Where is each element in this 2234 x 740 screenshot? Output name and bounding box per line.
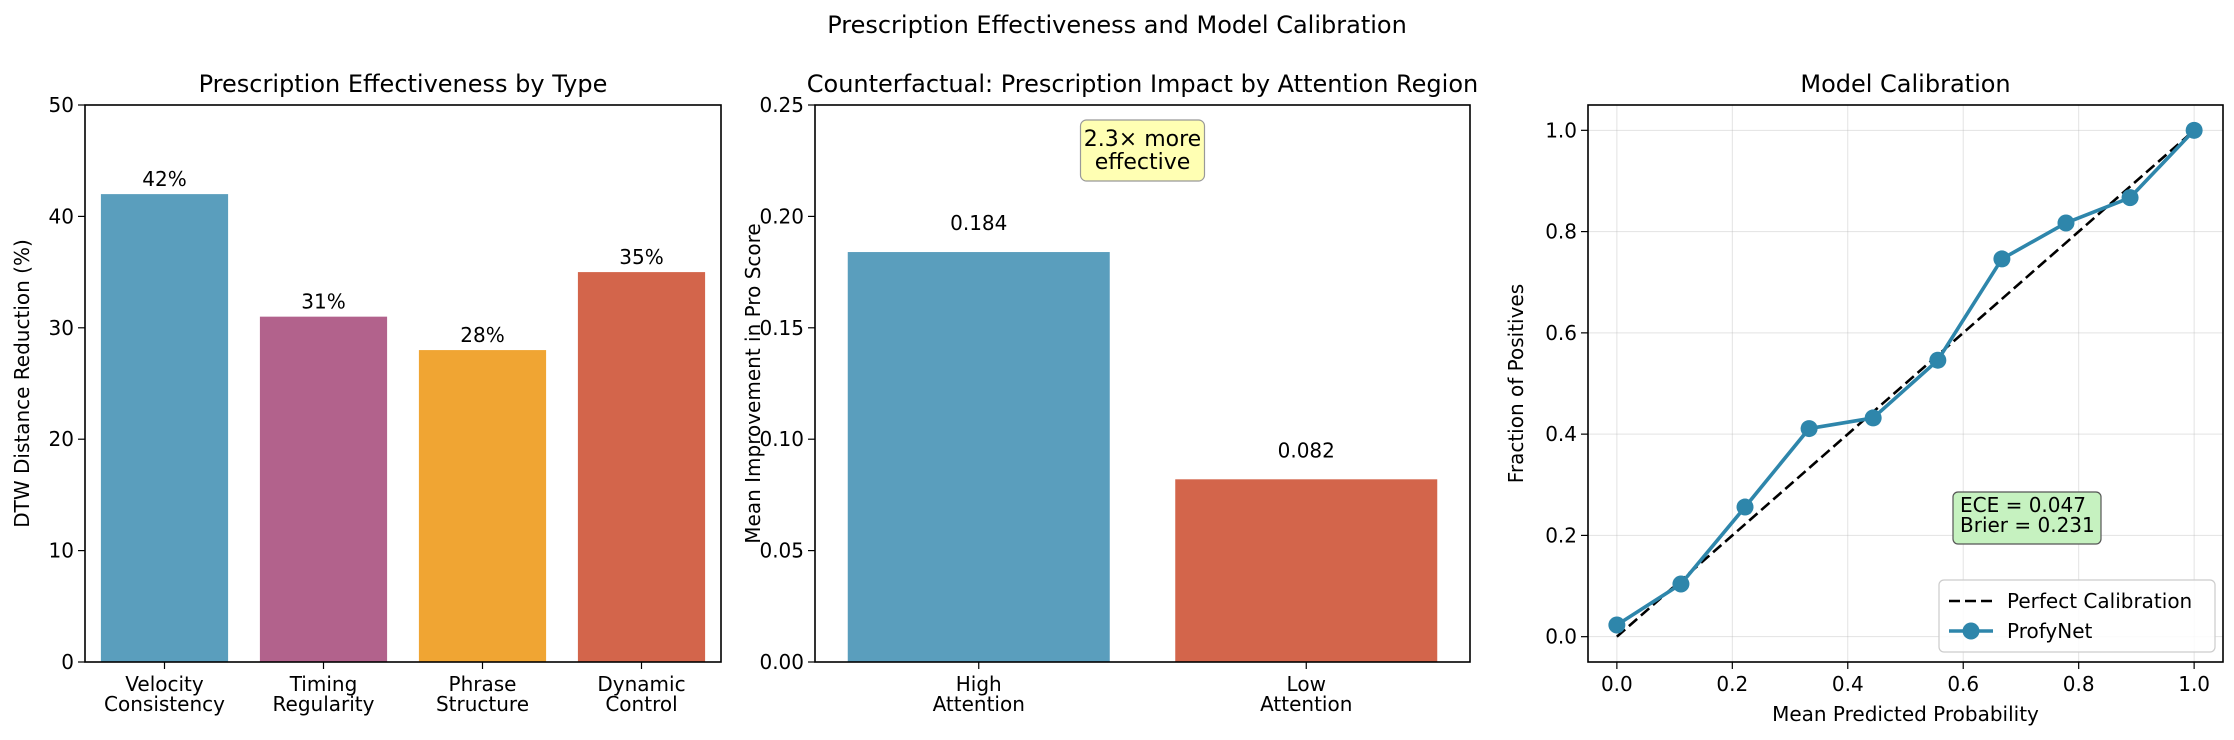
y-axis-label: Mean Improvement in Pro Score: [741, 223, 765, 543]
bar: [259, 316, 388, 662]
data-point: [1864, 409, 1882, 427]
x-tick-label: 0.0: [1601, 672, 1633, 696]
x-tick-label: Low Attention: [1260, 672, 1352, 716]
legend-marker: [1962, 622, 1980, 640]
series-line-profynet: [1615, 129, 2196, 627]
y-tick-label: 0.4: [1545, 422, 1577, 446]
bar-value-label: 28%: [460, 323, 504, 347]
y-tick-label: 0.25: [759, 93, 804, 117]
x-tick-label: Phrase Structure: [436, 672, 529, 716]
y-tick-label: 0.05: [759, 539, 804, 563]
data-point: [1736, 498, 1754, 516]
bar-value-label: 0.082: [1278, 438, 1335, 462]
bar: [847, 252, 1110, 662]
data-point: [2185, 121, 2203, 139]
x-tick-label: 0.4: [1832, 672, 1864, 696]
data-point: [1672, 575, 1690, 593]
bar: [418, 350, 547, 662]
plot-frame: [1587, 104, 2224, 663]
chart-prescription-effectiveness: Prescription Effectiveness by Type 42% Vel…: [10, 70, 722, 716]
y-axis-label: DTW Distance Reduction (%): [10, 239, 34, 528]
x-tick-label: Dynamic Control: [597, 672, 685, 716]
plot-frame: [84, 104, 722, 663]
bar-value-label: 31%: [301, 290, 345, 314]
chart-counterfactual-impact: Counterfactual: Prescription Impact by A…: [741, 70, 1478, 716]
annotation-text: 2.3× more effective: [1084, 127, 1201, 175]
legend-label: ProfyNet: [2007, 619, 2093, 643]
data-point: [2057, 214, 2075, 232]
y-tick-label: 40: [49, 204, 74, 228]
data-point: [1993, 250, 2011, 268]
y-tick-label: 20: [49, 427, 74, 451]
y-tick-label: 10: [49, 539, 74, 563]
y-tick-label: 0.15: [759, 316, 804, 340]
data-point: [1929, 351, 1947, 369]
annotation-box: [1079, 119, 1206, 182]
chart-title: Model Calibration: [1800, 70, 2010, 98]
bar: [100, 194, 229, 662]
y-tick-label: 50: [49, 93, 74, 117]
chart-model-calibration: Model Calibration 0.0 0.2 0.4 0.6 0.8 1.0 0.0 0.…: [1504, 70, 2224, 726]
data-point: [1608, 616, 1626, 634]
annotation-text: ECE = 0.047 Brier = 0.231: [1960, 493, 2095, 537]
y-tick-label: 0.20: [759, 204, 804, 228]
bar-value-label: 42%: [142, 167, 186, 191]
bar-value-label: 0.184: [950, 211, 1007, 235]
y-tick-label: 0.8: [1545, 220, 1577, 244]
x-tick-label: 1.0: [2178, 672, 2210, 696]
y-tick-label: 30: [49, 316, 74, 340]
x-tick-label: 0.2: [1716, 672, 1748, 696]
y-tick-label: 0.00: [759, 650, 804, 674]
y-tick-label: 0.2: [1545, 523, 1577, 547]
x-tick-label: 0.6: [1947, 672, 1979, 696]
chart-title: Prescription Effectiveness by Type: [199, 70, 608, 98]
y-tick-label: 0.6: [1545, 321, 1577, 345]
x-axis-label: Mean Predicted Probability: [1772, 702, 2039, 726]
y-tick-label: 0.0: [1545, 625, 1577, 649]
data-point: [1800, 420, 1818, 438]
legend: Perfect Calibration ProfyNet: [1938, 579, 2216, 653]
bar-value-label: 35%: [619, 245, 663, 269]
y-tick-label: 0.10: [759, 427, 804, 451]
bar: [577, 272, 706, 662]
annotation-box: [1952, 491, 2102, 545]
bar: [1175, 479, 1438, 662]
y-axis-label: Fraction of Positives: [1504, 284, 1528, 483]
x-tick-label: Velocity Consistency: [104, 672, 225, 716]
y-tick-label: 0: [61, 650, 74, 674]
plot-frame: [814, 104, 1471, 663]
chart-title: Counterfactual: Prescription Impact by A…: [807, 70, 1478, 98]
legend-frame: [1938, 579, 2216, 653]
x-tick-label: High Attention: [933, 672, 1025, 716]
x-tick-label: Timing Regularity: [273, 672, 375, 716]
data-point: [2121, 189, 2139, 207]
y-tick-label: 1.0: [1545, 118, 1577, 142]
legend-label: Perfect Calibration: [2007, 589, 2192, 613]
x-tick-label: 0.8: [2063, 672, 2095, 696]
figure-suptitle: Prescription Effectiveness and Model Cal…: [827, 11, 1407, 39]
